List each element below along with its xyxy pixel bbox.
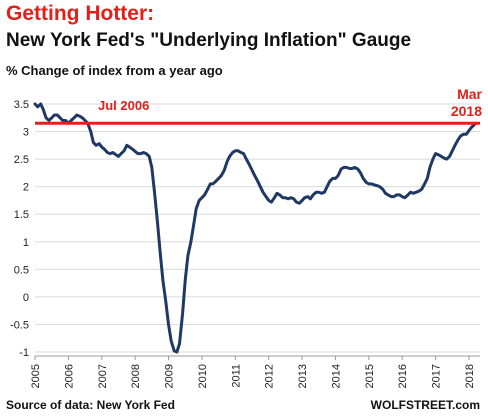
y-tick-label: 1	[23, 237, 29, 249]
x-tick-label: 2009	[164, 364, 176, 388]
x-tick-label: 2016	[397, 364, 409, 388]
brand-logo-text: WOLFSTREET.com	[370, 398, 480, 412]
y-tick-label: 3.5	[14, 99, 29, 111]
x-tick-label: 2010	[197, 364, 209, 388]
x-tick-label: 2012	[264, 364, 276, 388]
annotation-jul-2006: Jul 2006	[98, 98, 149, 113]
x-tick-label: 2008	[130, 364, 142, 388]
chart-subtitle: New York Fed's "Underlying Inflation" Ga…	[6, 30, 412, 51]
y-tick-label: 2	[23, 182, 29, 194]
x-tick-label: 2011	[230, 364, 242, 388]
x-tick-label: 2007	[97, 364, 109, 388]
annotation-2018: 2018	[451, 103, 482, 119]
y-tick-label: 0	[23, 292, 29, 304]
y-tick-label: 2.5	[14, 154, 29, 166]
x-tick-label: 2018	[464, 364, 476, 388]
x-tick-label: 2015	[364, 364, 376, 388]
y-tick-label: -0.5	[10, 319, 29, 331]
series-group	[33, 102, 477, 354]
x-tick-label: 2014	[330, 364, 342, 388]
annotation-mar: Mar	[457, 86, 482, 102]
x-tick-label: 2017	[431, 364, 443, 388]
y-tick-label: 1.5	[14, 209, 29, 221]
gridlines	[35, 103, 480, 353]
x-tick-label: 2006	[63, 364, 75, 388]
y-axis-label: % Change of index from a year ago	[6, 63, 223, 78]
x-tick-label: 2005	[30, 364, 42, 388]
y-tick-label: 0.5	[14, 264, 29, 276]
source-note: Source of data: New York Fed	[6, 398, 175, 412]
chart-title: Getting Hotter:	[6, 2, 155, 25]
y-axis-ticks: 3.5 3 2.5 2 1.5 1 0.5 0 -0.5 -1	[10, 99, 29, 359]
y-tick-label: -1	[19, 347, 29, 359]
x-tick-label: 2013	[297, 364, 309, 388]
y-tick-label: 3	[23, 127, 29, 139]
x-axis-ticks: 2005 2006 2007 2008 2009 2010 2011 2012 2013 2014…	[30, 355, 480, 388]
series-line	[33, 102, 477, 354]
